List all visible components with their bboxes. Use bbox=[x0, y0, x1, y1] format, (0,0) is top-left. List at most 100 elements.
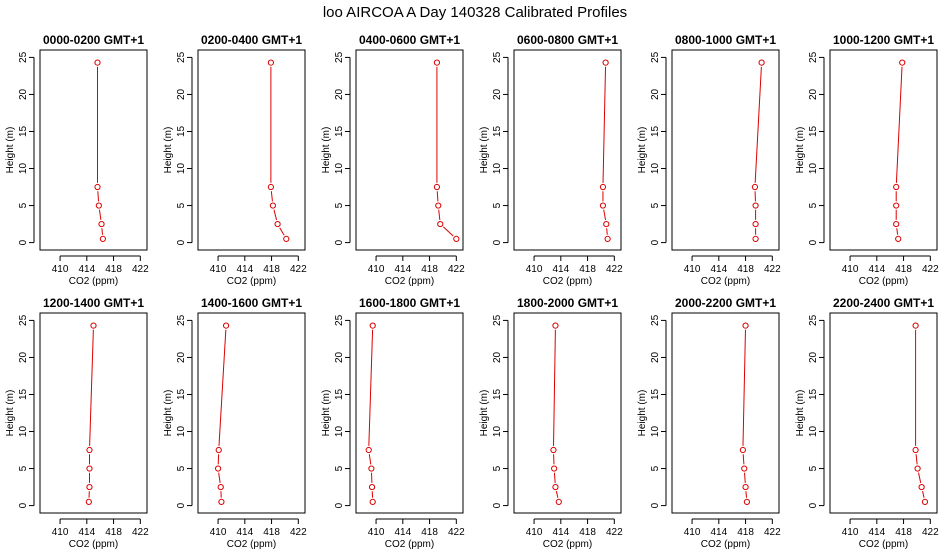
x-tick-label: 418 bbox=[421, 527, 438, 538]
plot-frame bbox=[514, 313, 621, 513]
y-tick-label: 20 bbox=[18, 88, 29, 100]
data-point bbox=[753, 203, 758, 208]
y-tick-label: 0 bbox=[492, 502, 503, 508]
y-tick-label: 15 bbox=[334, 125, 345, 137]
y-tick-label: 10 bbox=[808, 426, 819, 438]
x-tick-label: 410 bbox=[52, 527, 69, 538]
series-segment bbox=[219, 473, 220, 483]
y-tick-label: 20 bbox=[492, 88, 503, 100]
plot-frame bbox=[830, 50, 937, 250]
y-tick-label: 25 bbox=[808, 314, 819, 326]
y-tick-label: 5 bbox=[334, 202, 345, 208]
y-axis-label: Height (m) bbox=[795, 127, 806, 174]
y-tick-label: 20 bbox=[334, 88, 345, 100]
x-tick-label: 414 bbox=[552, 264, 569, 275]
data-point bbox=[95, 60, 100, 65]
series-segment bbox=[755, 67, 761, 183]
y-tick-label: 5 bbox=[808, 465, 819, 471]
y-tick-label: 25 bbox=[492, 314, 503, 326]
y-axis-label: Height (m) bbox=[163, 390, 174, 437]
panel-title: 0200-0400 GMT+1 bbox=[201, 33, 302, 47]
plot-frame bbox=[672, 313, 779, 513]
series-segment bbox=[280, 228, 284, 236]
y-axis-label: Height (m) bbox=[163, 127, 174, 174]
y-tick-label: 15 bbox=[650, 388, 661, 400]
series-segment bbox=[897, 228, 898, 234]
data-point bbox=[96, 203, 101, 208]
x-tick-label: 422 bbox=[922, 527, 939, 538]
data-point bbox=[216, 447, 221, 452]
x-tick-label: 422 bbox=[132, 527, 149, 538]
x-tick-label: 414 bbox=[710, 264, 727, 275]
y-tick-label: 5 bbox=[492, 202, 503, 208]
data-point bbox=[436, 203, 441, 208]
data-point bbox=[603, 60, 608, 65]
data-point bbox=[370, 323, 375, 328]
y-tick-label: 20 bbox=[176, 88, 187, 100]
data-point bbox=[604, 221, 609, 226]
series-segment bbox=[746, 491, 747, 497]
data-point bbox=[896, 236, 901, 241]
data-point bbox=[91, 323, 96, 328]
x-tick-label: 410 bbox=[210, 264, 227, 275]
plot-frame bbox=[830, 313, 937, 513]
figure-title: loo AIRCOA A Day 140328 Calibrated Profi… bbox=[323, 4, 627, 21]
x-tick-label: 422 bbox=[132, 264, 149, 275]
y-tick-label: 25 bbox=[492, 51, 503, 63]
data-point bbox=[284, 236, 289, 241]
x-tick-label: 418 bbox=[579, 527, 596, 538]
x-tick-label: 418 bbox=[421, 264, 438, 275]
panel-title: 1600-1800 GMT+1 bbox=[359, 296, 460, 310]
y-tick-label: 25 bbox=[334, 51, 345, 63]
x-tick-label: 422 bbox=[764, 527, 781, 538]
data-point bbox=[600, 184, 605, 189]
y-axis-label: Height (m) bbox=[321, 127, 332, 174]
y-tick-label: 5 bbox=[808, 202, 819, 208]
plot-frame bbox=[40, 50, 147, 250]
series-segment bbox=[219, 330, 226, 446]
y-tick-label: 15 bbox=[176, 388, 187, 400]
data-point bbox=[753, 236, 758, 241]
x-axis-label: CO2 (ppm) bbox=[859, 539, 908, 550]
y-tick-label: 0 bbox=[650, 239, 661, 245]
series-segment bbox=[918, 473, 920, 483]
data-point bbox=[605, 236, 610, 241]
data-point bbox=[370, 499, 375, 504]
data-point bbox=[913, 447, 918, 452]
data-point bbox=[87, 484, 92, 489]
series-segment bbox=[554, 330, 556, 446]
y-tick-label: 10 bbox=[650, 426, 661, 438]
y-tick-label: 20 bbox=[492, 351, 503, 363]
series-segment bbox=[98, 191, 99, 201]
series-segment bbox=[603, 67, 605, 183]
series-segment bbox=[102, 228, 103, 234]
y-tick-label: 10 bbox=[334, 426, 345, 438]
y-tick-label: 0 bbox=[18, 502, 29, 508]
series-segment bbox=[274, 210, 277, 220]
data-point bbox=[894, 221, 899, 226]
y-tick-label: 15 bbox=[650, 125, 661, 137]
x-axis-label: CO2 (ppm) bbox=[227, 276, 276, 287]
data-point bbox=[922, 499, 927, 504]
y-tick-label: 0 bbox=[334, 502, 345, 508]
x-tick-label: 418 bbox=[895, 527, 912, 538]
data-point bbox=[759, 60, 764, 65]
x-tick-label: 422 bbox=[764, 264, 781, 275]
y-tick-label: 15 bbox=[18, 388, 29, 400]
y-axis-label: Height (m) bbox=[637, 390, 648, 437]
x-axis-label: CO2 (ppm) bbox=[543, 539, 592, 550]
plot-frame bbox=[198, 313, 305, 513]
y-axis-label: Height (m) bbox=[5, 390, 16, 437]
x-tick-label: 410 bbox=[210, 527, 227, 538]
y-tick-label: 25 bbox=[18, 51, 29, 63]
y-tick-label: 10 bbox=[808, 163, 819, 175]
series-segment bbox=[369, 330, 373, 446]
y-tick-label: 5 bbox=[334, 465, 345, 471]
